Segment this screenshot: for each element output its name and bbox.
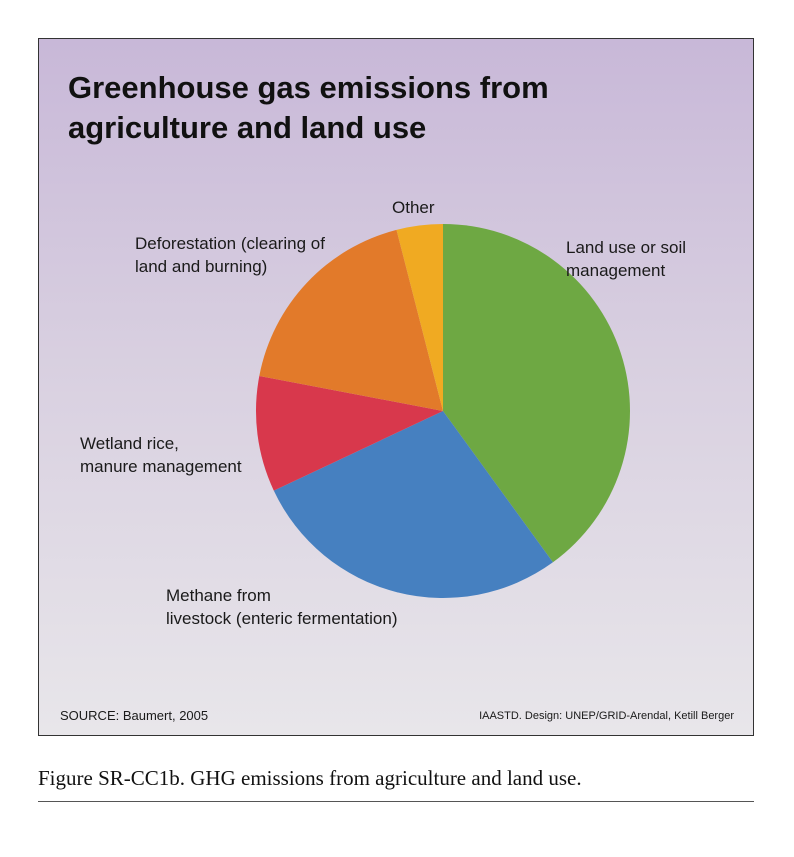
- caption-rule: [38, 801, 754, 802]
- pie-slice-other: [396, 224, 443, 411]
- slice-label-other: Other: [392, 198, 435, 217]
- slice-label-land-use: Land use or soil management: [566, 238, 687, 280]
- chart-title: Greenhouse gas emissions from agricultur…: [68, 70, 549, 145]
- slice-label-wetland: Wetland rice, manure management: [80, 434, 242, 476]
- slice-label-methane: Methane from livestock (enteric fermenta…: [166, 586, 398, 628]
- design-credit: IAASTD. Design: UNEP/GRID-Arendal, Ketil…: [479, 710, 734, 722]
- figure-caption: Figure SR-CC1b. GHG emissions from agric…: [38, 766, 582, 790]
- pie-slice-wetland: [256, 375, 443, 491]
- pie-slice-land-use: [443, 224, 630, 563]
- source-note: SOURCE: Baumert, 2005: [60, 708, 209, 723]
- pie-slice-deforestation: [259, 229, 443, 411]
- pie-slice-methane: [273, 411, 553, 598]
- slice-label-deforestation: Deforestation (clearing of land and burn…: [135, 234, 325, 276]
